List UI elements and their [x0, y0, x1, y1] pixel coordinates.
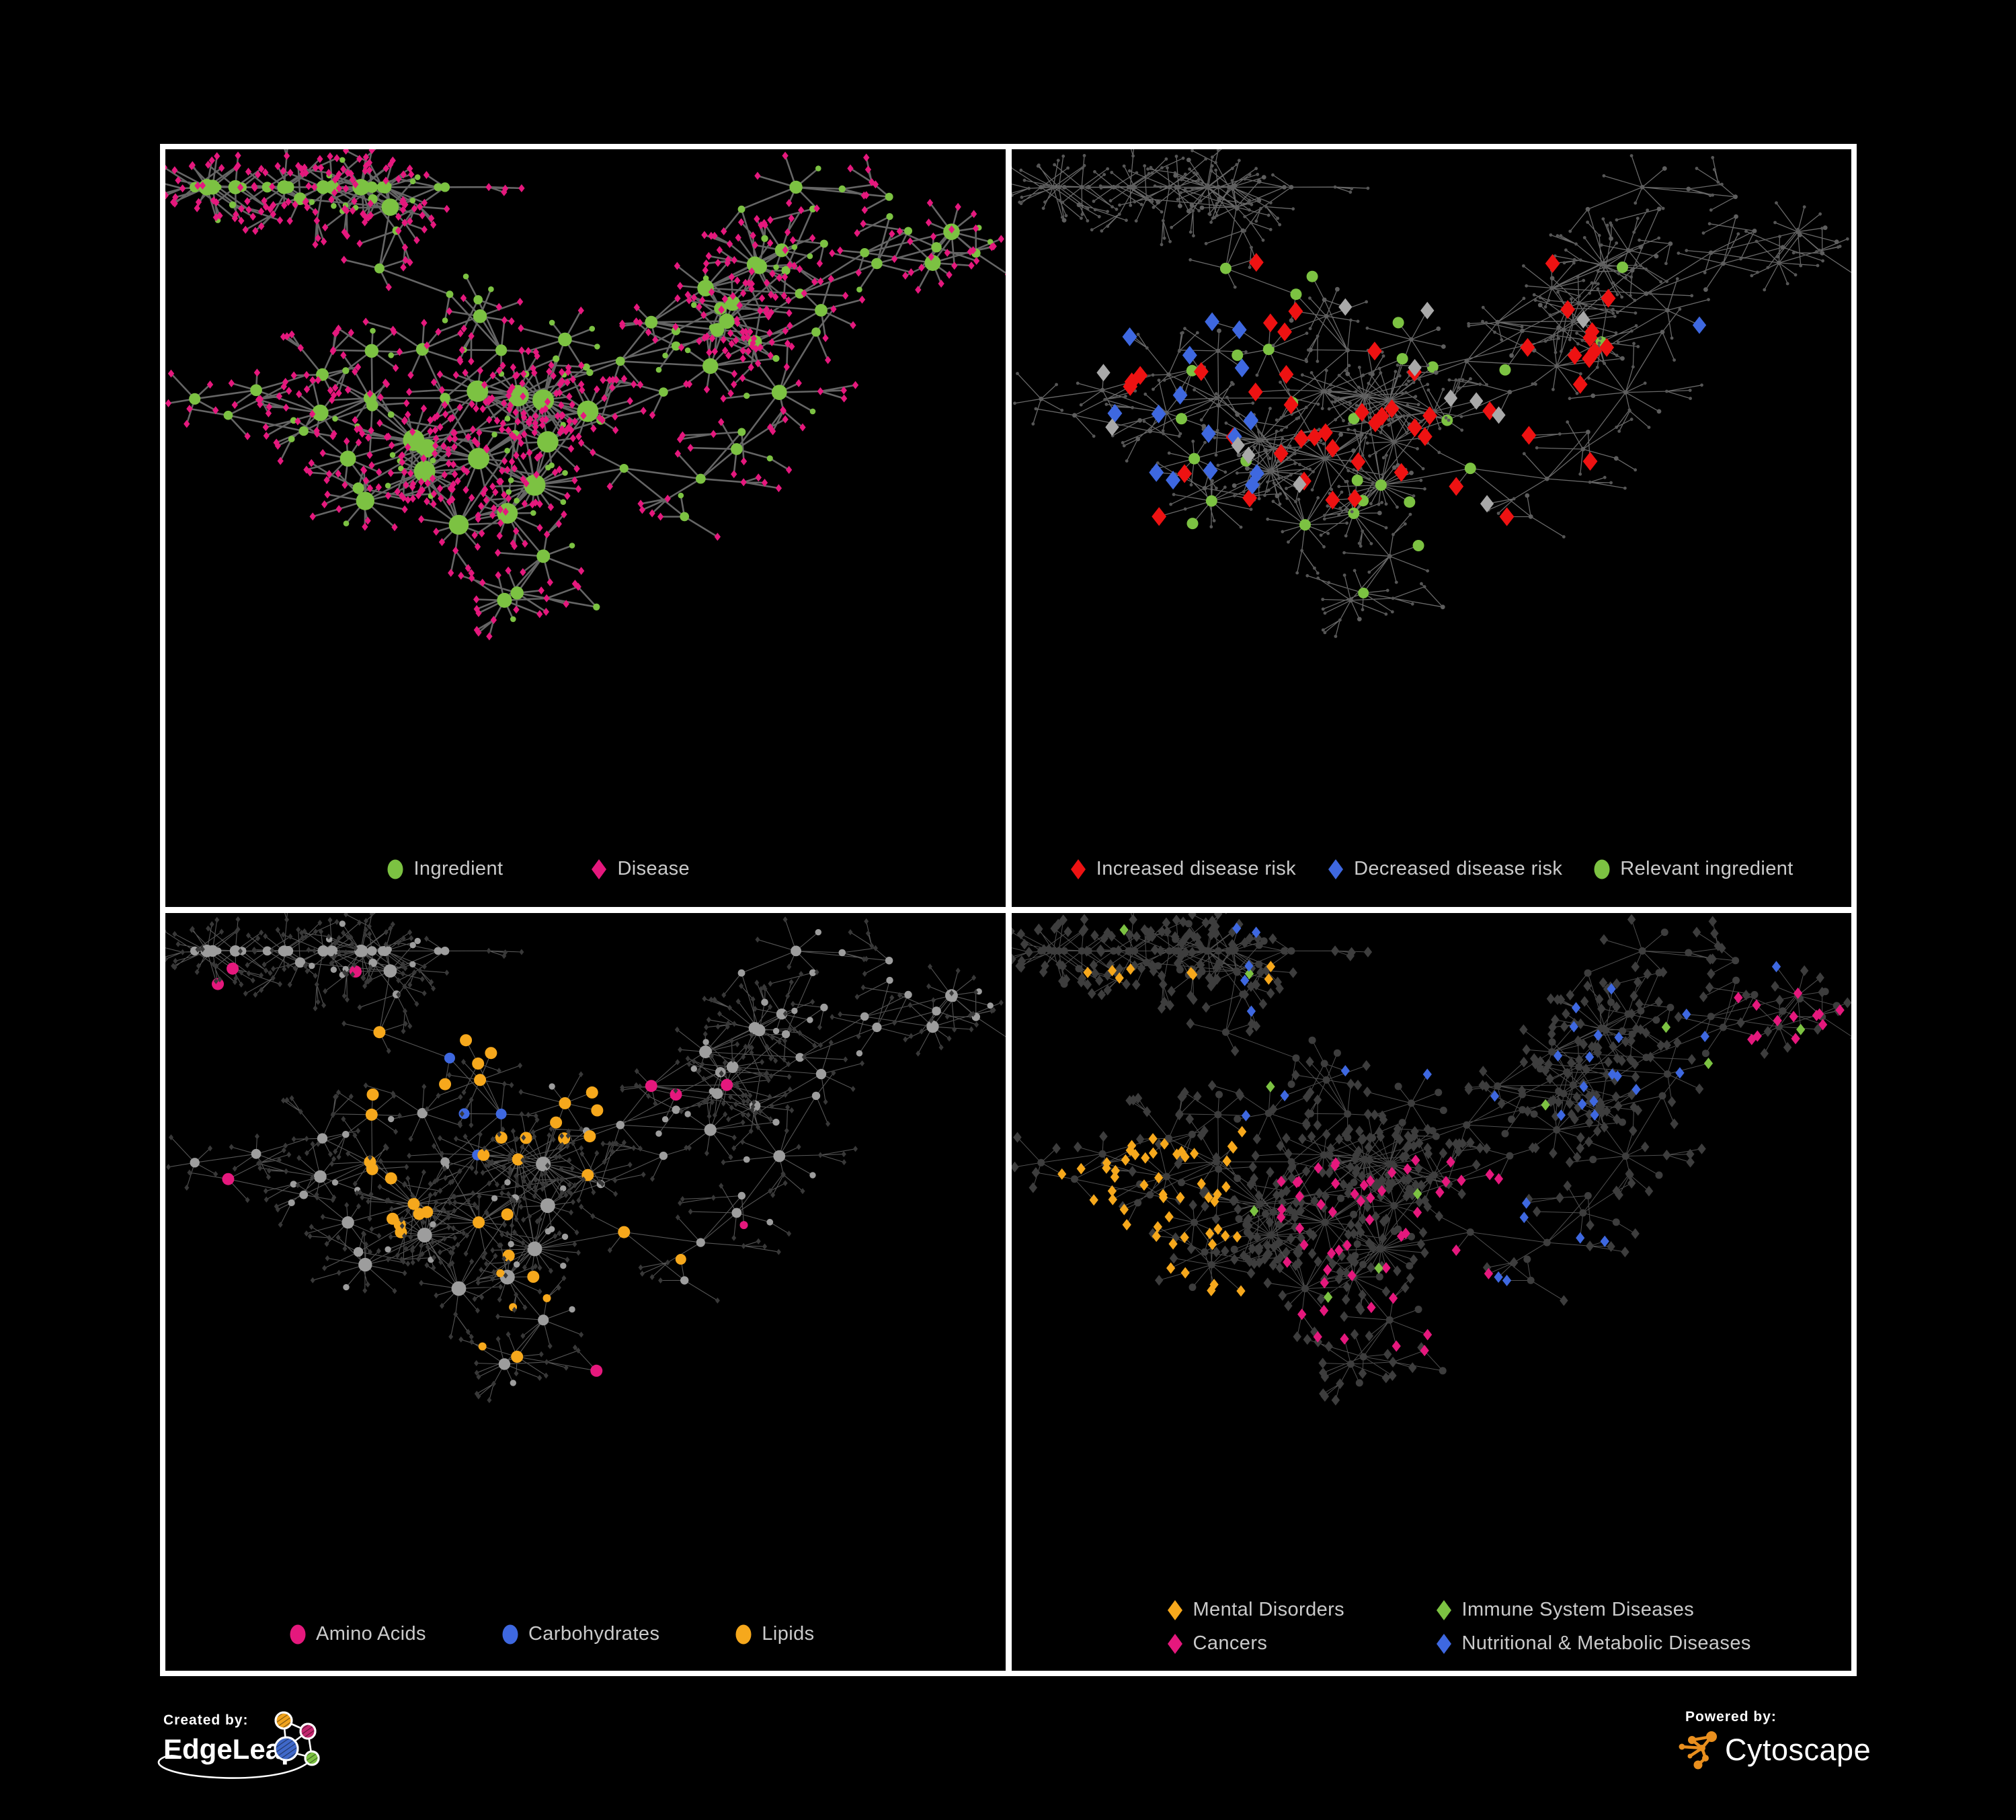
legend-item-decreased-disease-risk: Decreased disease risk — [1327, 858, 1562, 880]
legend-label-decreased-disease-risk: Decreased disease risk — [1354, 858, 1563, 879]
legend-ingredient-classes: Amino Acids Carbohydrates Lipids — [165, 1623, 972, 1645]
network-graph-disease-classes — [1011, 913, 1851, 1406]
legend-label-mental-disorders: Mental Disorders — [1193, 1599, 1345, 1620]
diamond-nodes — [165, 913, 1004, 1403]
panel-ingredient-classes: Amino Acids Carbohydrates Lipids — [165, 913, 1006, 1671]
legend-label-disease: Disease — [617, 858, 690, 879]
diamond-nodes — [1011, 913, 1851, 1406]
legend-label-increased-disease-risk: Increased disease risk — [1096, 858, 1297, 879]
network-graph-disease-risk — [1011, 149, 1851, 638]
legend-item-immune-system-diseases: Immune System Diseases — [1435, 1599, 1751, 1621]
circle-orange-icon — [735, 1624, 752, 1644]
legend-item-cancers: Cancers — [1166, 1632, 1435, 1655]
edgeleap-brand-text: EdgeLeap — [163, 1733, 298, 1765]
diamond-blue-icon — [1436, 1633, 1451, 1654]
legend-label-lipids: Lipids — [762, 1623, 815, 1645]
network-nodes — [1011, 913, 1851, 1406]
diamond-nodes — [165, 149, 1006, 641]
legend-disease-classes: Mental Disorders Immune System Diseases Ca… — [1166, 1599, 1751, 1655]
circle-green-icon — [1594, 859, 1610, 879]
network-graph-ingredient-classes — [165, 913, 1006, 1403]
legend-item-relevant-ingredient: Relevant ingredient — [1593, 858, 1793, 880]
diamond-green-icon — [1436, 1599, 1451, 1620]
diamond-magenta-icon — [592, 859, 607, 879]
powered-by-block: Powered by: Cytoscape — [1679, 1709, 1871, 1772]
legend-item-mental-disorders: Mental Disorders — [1166, 1599, 1435, 1621]
diamond-red-icon — [1070, 859, 1086, 879]
circle-blue-icon — [502, 1624, 518, 1644]
legend-label-ingredient: Ingredient — [413, 858, 503, 879]
legend-item-lipids: Lipids — [735, 1623, 814, 1645]
network-nodes — [165, 913, 1004, 1403]
diamond-nodes — [1692, 316, 1706, 334]
created-by-block: Created by: EdgeLeap — [157, 1711, 320, 1779]
network-edges — [165, 913, 1006, 1400]
network-nodes — [1011, 149, 1849, 638]
powered-by-label: Powered by: — [1685, 1709, 1777, 1725]
diamond-orange-icon — [1167, 1599, 1182, 1620]
panel-disease-risk: Increased disease risk Decreased disease … — [1011, 149, 1852, 907]
legend-label-nutritional-metabolic-diseases: Nutritional & Metabolic Diseases — [1461, 1632, 1751, 1654]
legend-label-carbohydrates: Carbohydrates — [528, 1623, 660, 1645]
legend-disease-risk: Increased disease risk Decreased disease … — [1012, 858, 1852, 880]
diamond-magenta-icon — [1167, 1633, 1182, 1654]
created-by-label: Created by: — [163, 1712, 249, 1728]
legend-item-nutritional-metabolic-diseases: Nutritional & Metabolic Diseases — [1435, 1632, 1751, 1655]
legend-item-increased-disease-risk: Increased disease risk — [1070, 858, 1296, 880]
legend-ingredient-disease: Ingredient Disease — [165, 858, 959, 880]
legend-label-relevant-ingredient: Relevant ingredient — [1620, 858, 1793, 879]
network-nodes — [165, 149, 1006, 641]
cytoscape-logo-icon — [1679, 1731, 1717, 1770]
panel-ingredient-disease: Ingredient Disease — [165, 149, 1006, 907]
legend-item-amino-acids: Amino Acids — [289, 1623, 426, 1645]
network-graph-ingredient-disease — [165, 149, 1006, 641]
diamond-nodes — [1119, 924, 1805, 1303]
circle-green-icon — [387, 859, 403, 879]
legend-label-amino-acids: Amino Acids — [315, 1623, 426, 1645]
four-panel-frame: Ingredient Disease Increased disease risk… — [160, 144, 1857, 1676]
circle-magenta-icon — [290, 1624, 306, 1644]
legend-label-immune-system-diseases: Immune System Diseases — [1461, 1599, 1695, 1620]
legend-label-cancers: Cancers — [1193, 1632, 1268, 1654]
legend-item-carbohydrates: Carbohydrates — [501, 1623, 659, 1645]
diamond-nodes — [1276, 987, 1845, 1357]
panel-disease-classes: Mental Disorders Immune System Diseases Ca… — [1011, 913, 1851, 1671]
cytoscape-nodes — [1679, 1731, 1717, 1770]
network-edges — [1011, 149, 1851, 637]
legend-item-disease: Disease — [590, 858, 690, 880]
legend-item-ingredient: Ingredient — [387, 858, 503, 880]
diamond-blue-icon — [1328, 859, 1344, 879]
cytoscape-brand-text: Cytoscape — [1725, 1733, 1871, 1767]
